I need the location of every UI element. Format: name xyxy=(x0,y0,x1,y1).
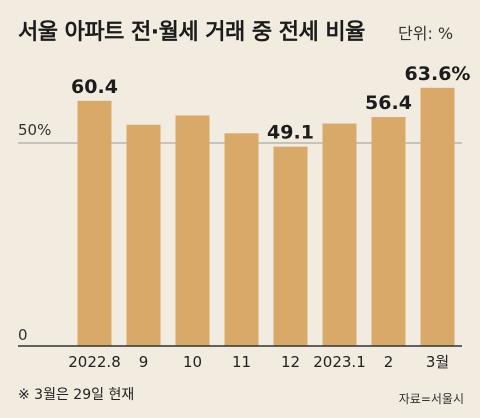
bar xyxy=(126,124,161,346)
bar xyxy=(420,87,455,347)
footnote: ※ 3월은 29일 현재 xyxy=(18,387,135,403)
y-tick-label: 50% xyxy=(18,121,51,139)
data-label: 56.4 xyxy=(365,92,412,114)
data-label: 63.6% xyxy=(405,63,471,85)
bar xyxy=(224,133,259,346)
data-label: 49.1 xyxy=(267,122,314,144)
x-tick-label: 10 xyxy=(183,353,202,371)
chart-title: 서울 아파트 전·월세 거래 중 전세 비율 xyxy=(18,20,365,45)
y-tick-label: 0 xyxy=(18,326,28,344)
x-tick-label: 2023.1 xyxy=(313,353,366,371)
source-label: 자료=서울시 xyxy=(398,392,464,406)
bar xyxy=(273,146,308,346)
bar xyxy=(322,123,357,347)
x-tick-label: 3월 xyxy=(426,353,449,371)
x-tick-label: 2022.8 xyxy=(68,353,121,371)
bar xyxy=(175,115,210,346)
data-label: 60.4 xyxy=(71,76,118,98)
x-tick-label: 2 xyxy=(384,353,394,371)
bar xyxy=(77,100,112,346)
x-tick-label: 9 xyxy=(139,353,149,371)
unit-label: 단위: % xyxy=(398,24,454,43)
x-tick-label: 12 xyxy=(281,353,300,371)
bar xyxy=(371,117,406,346)
x-tick-label: 11 xyxy=(232,353,251,371)
